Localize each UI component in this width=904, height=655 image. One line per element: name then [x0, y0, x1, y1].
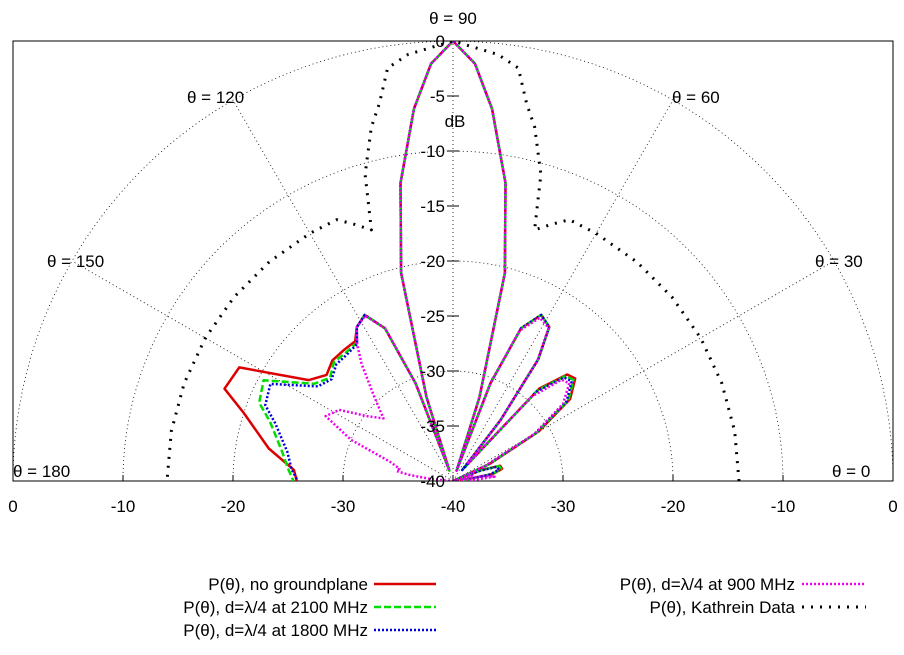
angle-label: θ = 90 [429, 9, 477, 28]
x-tick-label: -30 [551, 497, 576, 516]
legend-label: P(θ), no groundplane [208, 575, 368, 594]
angle-label: θ = 120 [187, 88, 244, 107]
x-tick-label: -30 [331, 497, 356, 516]
x-tick-label: 0 [8, 497, 17, 516]
series-line-1 [257, 41, 575, 481]
legend: P(θ), no groundplane P(θ), d=λ/4 at 2100 … [183, 575, 866, 640]
angle-label: θ = 150 [47, 252, 104, 271]
r-tick-label: -20 [420, 252, 445, 271]
r-tick-label: -40 [420, 472, 445, 491]
series-line-3 [324, 41, 571, 481]
r-tick-label: -10 [420, 142, 445, 161]
x-tick-label: -10 [771, 497, 796, 516]
grid-spoke [452, 260, 835, 481]
plot-area: 0 -5 -10 -15 -20 -25 -30 -35 -40 dB [12, 32, 894, 491]
x-tick-label: 0 [888, 497, 897, 516]
angle-label: θ = 60 [672, 88, 720, 107]
grid-spoke [452, 99, 674, 481]
r-tick-label: -15 [420, 197, 445, 216]
x-tick-label: -40 [441, 497, 466, 516]
r-tick-label: -30 [420, 362, 445, 381]
legend-label: P(θ), d=λ/4 at 900 MHz [620, 575, 795, 594]
r-tick-label: -25 [420, 307, 445, 326]
series-line-2 [264, 41, 574, 481]
x-axis-ticks: 0 -10 -20 -30 -40 -30 -20 -10 0 [8, 475, 898, 516]
legend-label: P(θ), d=λ/4 at 1800 MHz [183, 621, 368, 640]
r-axis-unit-label: dB [445, 112, 466, 131]
grid-spoke [232, 99, 454, 481]
angle-label: θ = 180 [13, 462, 70, 481]
legend-label: P(θ), Kathrein Data [649, 598, 795, 617]
r-tick-label: -35 [420, 417, 445, 436]
x-tick-label: -20 [661, 497, 686, 516]
x-tick-label: -10 [111, 497, 136, 516]
r-axis: 0 -5 -10 -15 -20 -25 -30 -35 -40 [420, 32, 459, 491]
angle-labels: θ = 180 θ = 150 θ = 120 θ = 90 θ = 60 θ = 30 θ… [13, 9, 870, 481]
legend-label: P(θ), d=λ/4 at 2100 MHz [183, 598, 368, 617]
r-tick-label: 0 [436, 32, 445, 51]
series-layer [165, 41, 741, 481]
angle-label: θ = 0 [832, 462, 870, 481]
x-tick-label: -20 [221, 497, 246, 516]
angle-label: θ = 30 [815, 252, 863, 271]
r-tick-label: -5 [430, 87, 445, 106]
